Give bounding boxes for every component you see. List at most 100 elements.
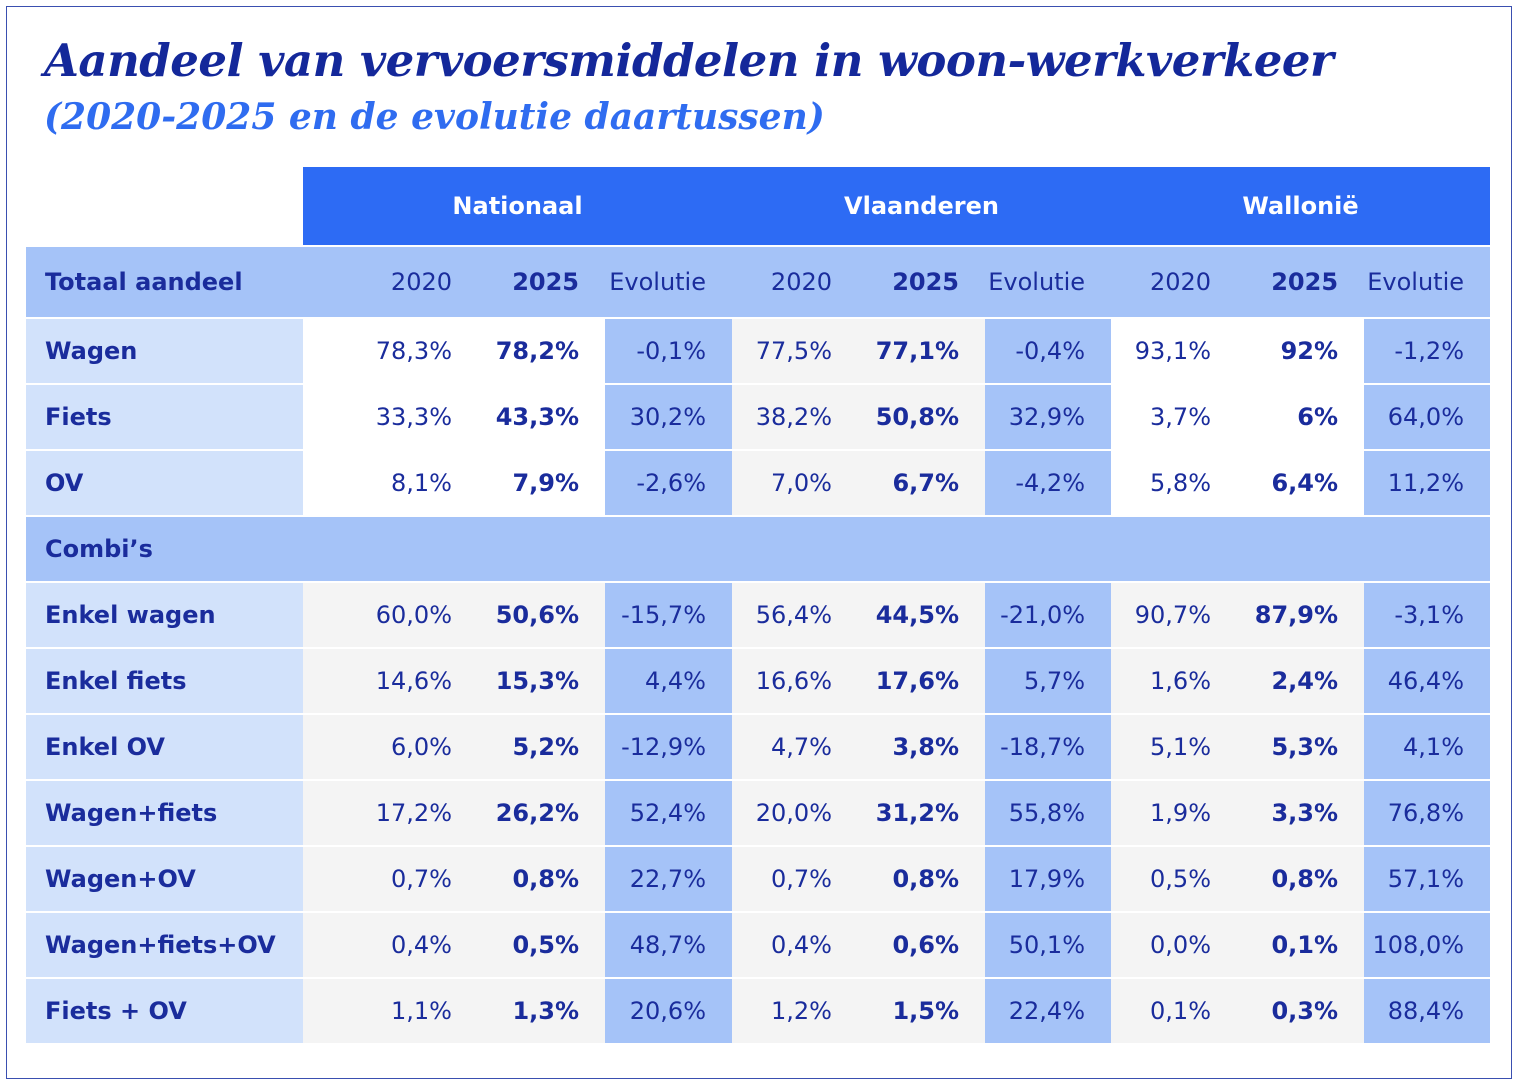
value-2020: 6,0% [303,715,478,781]
value-2025: 31,2% [858,781,985,847]
section-fill [303,517,1491,583]
table-row: Wagen 78,3% 78,2% -0,1% 77,5% 77,1% -0,4% 93,1%… [26,319,1491,385]
value-2025: 6,4% [1237,451,1365,517]
value-evolutie: 88,4% [1364,979,1491,1045]
value-evolutie: 20,6% [605,979,732,1045]
row-label: Wagen+OV [26,847,303,913]
table-row: Enkel OV 6,0% 5,2% -12,9% 4,7% 3,8% -18,7% 5,1%… [26,715,1491,781]
value-2025: 0,8% [478,847,605,913]
page-subtitle: (2020-2025 en de evolutie daartussen) [44,96,825,138]
row-label: Enkel fiets [26,649,303,715]
value-2025: 1,5% [858,979,985,1045]
column-header-2025: 2025 [858,247,985,319]
value-evolutie: -21,0% [985,583,1112,649]
table-row: Fiets 33,3% 43,3% 30,2% 38,2% 50,8% 32,9% 3,7% 6… [26,385,1491,451]
value-evolutie: 52,4% [605,781,732,847]
value-evolutie: -0,4% [985,319,1112,385]
column-header-evolutie: Evolutie [985,247,1112,319]
value-2020: 0,1% [1111,979,1238,1045]
value-evolutie: 32,9% [985,385,1112,451]
table-row: Wagen+fiets 17,2% 26,2% 52,4% 20,0% 31,2% 55,8… [26,781,1491,847]
value-2025: 5,2% [478,715,605,781]
value-evolutie: -12,9% [605,715,732,781]
section-row-combis: Combi’s [26,517,1491,583]
value-evolutie: -3,1% [1364,583,1491,649]
region-header-row: Nationaal Vlaanderen Wallonië [26,167,1491,247]
value-2020: 78,3% [303,319,478,385]
empty-corner [26,167,303,247]
value-2020: 33,3% [303,385,478,451]
value-evolutie: -4,2% [985,451,1112,517]
value-2025: 78,2% [478,319,605,385]
row-label: Wagen+fiets [26,781,303,847]
value-2025: 0,1% [1237,913,1365,979]
value-2025: 50,8% [858,385,985,451]
value-2020: 0,7% [303,847,478,913]
column-header-2020: 2020 [303,247,478,319]
value-2025: 5,3% [1237,715,1365,781]
table-row: Enkel fiets 14,6% 15,3% 4,4% 16,6% 17,6% 5,7% 1… [26,649,1491,715]
value-2020: 77,5% [732,319,858,385]
value-2025: 92% [1237,319,1365,385]
value-2025: 0,8% [1237,847,1365,913]
section-label: Combi’s [26,517,303,583]
row-label: OV [26,451,303,517]
value-2020: 0,4% [303,913,478,979]
value-2020: 38,2% [732,385,858,451]
column-header-2025: 2025 [478,247,605,319]
value-evolutie: 30,2% [605,385,732,451]
total-share-label: Totaal aandeel [26,247,303,319]
value-evolutie: 11,2% [1364,451,1491,517]
column-header-evolutie: Evolutie [605,247,732,319]
row-label: Fiets [26,385,303,451]
value-evolutie: 22,7% [605,847,732,913]
value-2020: 1,6% [1111,649,1238,715]
value-2020: 14,6% [303,649,478,715]
value-2020: 3,7% [1111,385,1238,451]
value-2020: 1,1% [303,979,478,1045]
value-2020: 1,2% [732,979,858,1045]
value-2025: 50,6% [478,583,605,649]
value-2025: 2,4% [1237,649,1365,715]
modal-share-table: Nationaal Vlaanderen Wallonië Totaal aan… [26,167,1491,1045]
page-title: Aandeel van vervoersmiddelen in woon-wer… [44,34,1334,87]
table-row: Enkel wagen 60,0% 50,6% -15,7% 56,4% 44,5% -21… [26,583,1491,649]
value-evolutie: 57,1% [1364,847,1491,913]
value-2025: 6% [1237,385,1365,451]
value-evolutie: 5,7% [985,649,1112,715]
value-2025: 26,2% [478,781,605,847]
column-header-row: Totaal aandeel 2020 2025 Evolutie 2020 2025 Ev… [26,247,1491,319]
column-header-2025: 2025 [1237,247,1365,319]
region-vlaanderen: Vlaanderen [732,167,1112,247]
value-evolutie: 4,4% [605,649,732,715]
value-evolutie: 17,9% [985,847,1112,913]
row-label: Wagen+fiets+OV [26,913,303,979]
value-2025: 6,7% [858,451,985,517]
value-2020: 56,4% [732,583,858,649]
value-evolutie: 55,8% [985,781,1112,847]
value-2020: 0,5% [1111,847,1238,913]
value-evolutie: -0,1% [605,319,732,385]
value-evolutie: -2,6% [605,451,732,517]
column-header-evolutie: Evolutie [1364,247,1491,319]
value-2025: 7,9% [478,451,605,517]
value-evolutie: 4,1% [1364,715,1491,781]
value-2025: 17,6% [858,649,985,715]
value-2020: 8,1% [303,451,478,517]
value-evolutie: -15,7% [605,583,732,649]
value-2025: 0,5% [478,913,605,979]
value-2020: 5,1% [1111,715,1238,781]
value-2025: 87,9% [1237,583,1365,649]
value-2020: 0,7% [732,847,858,913]
row-label: Enkel wagen [26,583,303,649]
value-evolutie: -1,2% [1364,319,1491,385]
value-2025: 3,3% [1237,781,1365,847]
column-header-2020: 2020 [732,247,858,319]
value-2020: 17,2% [303,781,478,847]
value-evolutie: 76,8% [1364,781,1491,847]
frame-border [6,6,1512,1079]
value-evolutie: 46,4% [1364,649,1491,715]
region-wallonie: Wallonië [1111,167,1491,247]
value-2020: 7,0% [732,451,858,517]
value-2020: 20,0% [732,781,858,847]
